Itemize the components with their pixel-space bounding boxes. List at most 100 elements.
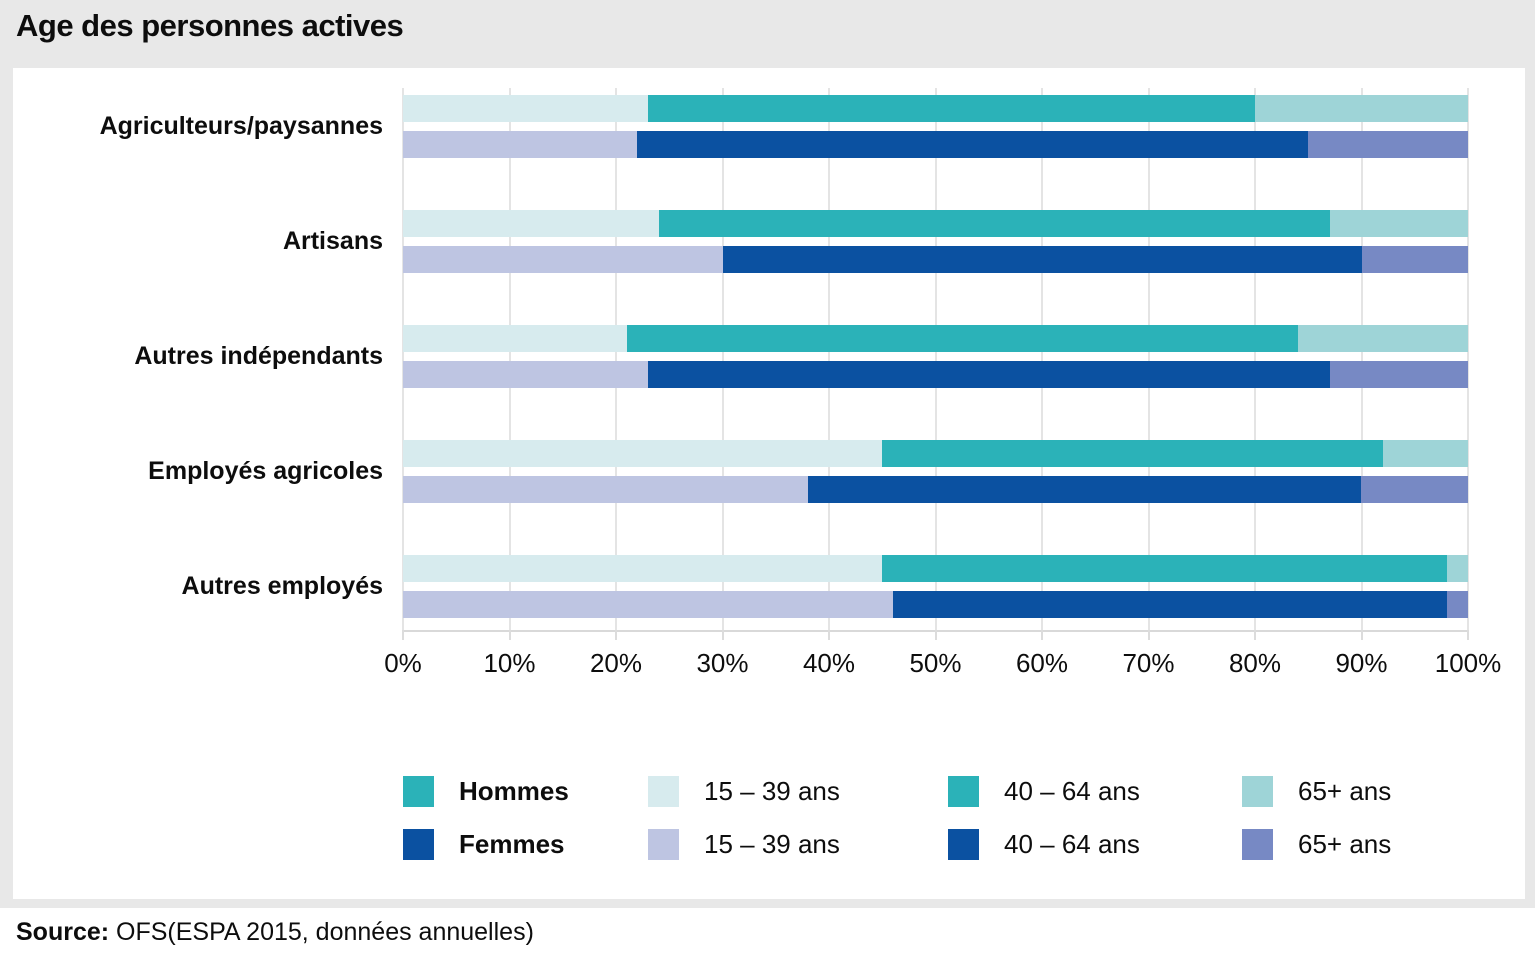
x-axis-tick-label: 50% bbox=[909, 648, 962, 678]
legend-label: Hommes bbox=[459, 776, 569, 806]
gridline bbox=[828, 88, 830, 630]
legend-swatch-15-39-ans bbox=[648, 776, 679, 807]
legend-swatch-65+-ans bbox=[1242, 776, 1273, 807]
axis-tick bbox=[828, 630, 830, 640]
bar-segment-15-39-ans bbox=[403, 361, 648, 388]
x-axis-tick-label: 70% bbox=[1122, 648, 1175, 678]
bar-segment-40-64-ans bbox=[637, 131, 1309, 158]
bar-femmes-3 bbox=[403, 476, 1468, 503]
legend-label: 15 – 39 ans bbox=[704, 829, 840, 859]
bar-segment-65+-ans bbox=[1308, 131, 1468, 158]
axis-tick bbox=[615, 630, 617, 640]
axis-tick bbox=[1041, 630, 1043, 640]
axis-tick bbox=[721, 630, 724, 640]
legend-label: 15 – 39 ans bbox=[704, 776, 840, 806]
gridline bbox=[1147, 88, 1150, 630]
axis-tick bbox=[1254, 630, 1256, 640]
x-axis-tick-label: 100% bbox=[1434, 648, 1502, 678]
bar-segment-40-64-ans bbox=[722, 246, 1362, 273]
bar-segment-15-39-ans bbox=[403, 246, 723, 273]
bar-segment-40-64-ans bbox=[658, 210, 1330, 237]
plot-area: 0% 10% 20% 30% 40% 50% 60% 70% 80% 90% 100% bbox=[384, 88, 1501, 678]
legend-swatch-15-39-ans bbox=[648, 829, 679, 860]
legend-swatch-40-64-ans bbox=[948, 776, 979, 807]
bar-segment-15-39-ans bbox=[403, 325, 627, 352]
bar-segment-65+-ans bbox=[1297, 325, 1468, 352]
legend-label: 65+ ans bbox=[1298, 829, 1392, 859]
bar-segment-65+-ans bbox=[1361, 246, 1468, 273]
bar-segment-15-39-ans bbox=[403, 555, 883, 582]
bar-hommes-4 bbox=[403, 555, 1468, 582]
gridline bbox=[508, 88, 511, 630]
legend-swatch-hommes bbox=[403, 776, 434, 807]
bar-segment-40-64-ans bbox=[882, 555, 1447, 582]
source-label: Source: bbox=[16, 918, 110, 946]
x-axis-tick-label: 10% bbox=[483, 648, 536, 678]
x-axis-tick-label: 20% bbox=[589, 648, 643, 678]
axis-tick bbox=[1360, 630, 1363, 640]
bar-segment-65+-ans bbox=[1329, 210, 1468, 237]
bar-segment-15-39-ans bbox=[403, 591, 893, 618]
bar-segment-15-39-ans bbox=[403, 131, 638, 158]
bar-hommes-2 bbox=[403, 325, 1468, 352]
bar-segment-40-64-ans bbox=[807, 476, 1362, 503]
bar-segment-15-39-ans bbox=[403, 476, 808, 503]
legend-swatch-65+-ans bbox=[1242, 829, 1273, 860]
bar-hommes-0 bbox=[403, 95, 1468, 122]
gridline bbox=[721, 88, 724, 630]
bar-segment-65+-ans bbox=[1446, 555, 1468, 582]
bar-segment-40-64-ans bbox=[892, 591, 1447, 618]
gridline bbox=[1254, 88, 1256, 630]
x-axis-tick-label: 80% bbox=[1228, 648, 1282, 678]
bar-segment-15-39-ans bbox=[403, 440, 883, 467]
category-label: Artisans bbox=[282, 227, 383, 255]
source-line: Source: OFS(ESPA 2015, données annuelles… bbox=[16, 918, 534, 947]
gridline bbox=[1041, 88, 1043, 630]
bar-segment-40-64-ans bbox=[647, 361, 1330, 388]
legend-label: 65+ ans bbox=[1298, 776, 1392, 806]
axis-tick bbox=[1467, 630, 1469, 640]
bar-segment-65+-ans bbox=[1361, 476, 1468, 503]
bar-hommes-3 bbox=[403, 440, 1468, 467]
bar-segment-15-39-ans bbox=[403, 210, 659, 237]
bar-segment-65+-ans bbox=[1254, 95, 1468, 122]
bar-femmes-4 bbox=[403, 591, 1468, 618]
bar-segment-65+-ans bbox=[1382, 440, 1468, 467]
page-title: Age des personnes actives bbox=[16, 8, 404, 43]
gridline bbox=[1467, 88, 1469, 630]
legend-label: Femmes bbox=[459, 829, 565, 859]
x-axis-tick-label: 0% bbox=[384, 648, 422, 678]
axis-tick bbox=[1147, 630, 1150, 640]
bar-femmes-0 bbox=[403, 131, 1468, 158]
bar-segment-40-64-ans bbox=[647, 95, 1255, 122]
bar-segment-65+-ans bbox=[1446, 591, 1468, 618]
category-label: Employés agricoles bbox=[148, 457, 383, 485]
x-axis-tick-label: 30% bbox=[696, 648, 749, 678]
category-label: Autres indépendants bbox=[134, 342, 383, 370]
bar-femmes-1 bbox=[403, 246, 1468, 273]
axis-tick bbox=[402, 630, 404, 640]
category-label: Autres employés bbox=[181, 572, 383, 600]
legend-label: 40 – 64 ans bbox=[1004, 776, 1140, 806]
bar-hommes-1 bbox=[403, 210, 1468, 237]
legend-label: 40 – 64 ans bbox=[1004, 829, 1140, 859]
legend-swatch-femmes bbox=[403, 829, 434, 860]
x-axis-tick-label: 90% bbox=[1335, 648, 1388, 678]
bar-segment-65+-ans bbox=[1329, 361, 1468, 388]
gridline bbox=[615, 88, 617, 630]
legend-swatch-40-64-ans bbox=[948, 829, 979, 860]
axis-tick bbox=[508, 630, 511, 640]
bar-segment-40-64-ans bbox=[626, 325, 1298, 352]
axis-tick bbox=[934, 630, 937, 640]
chart-panel: 0% 10% 20% 30% 40% 50% 60% 70% 80% 90% 100% Agricu… bbox=[13, 68, 1525, 899]
divider-strip bbox=[0, 899, 1535, 908]
x-axis-tick-label: 60% bbox=[1015, 648, 1069, 678]
bar-segment-40-64-ans bbox=[882, 440, 1383, 467]
gridline bbox=[1360, 88, 1363, 630]
source-text: OFS(ESPA 2015, données annuelles) bbox=[109, 918, 534, 946]
gridline bbox=[402, 88, 404, 630]
x-axis-tick-label: 40% bbox=[802, 648, 856, 678]
bar-segment-15-39-ans bbox=[403, 95, 648, 122]
gridline bbox=[934, 88, 937, 630]
bar-femmes-2 bbox=[403, 361, 1468, 388]
